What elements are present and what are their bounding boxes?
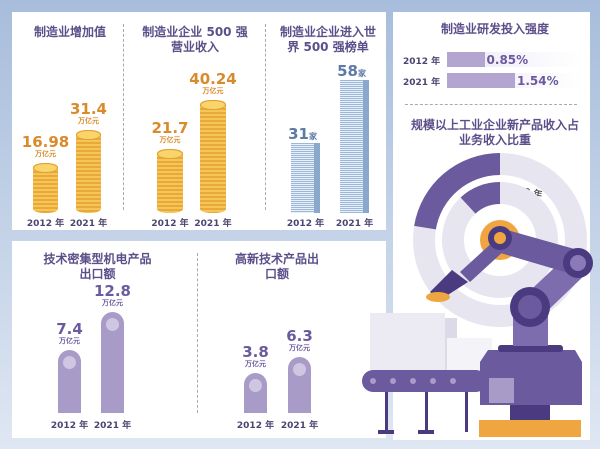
unit: 万亿元 [102,299,123,308]
bar [33,163,58,213]
box [370,313,445,370]
x-tick-label: 2021 年 [194,219,232,229]
data-label: 40.24 万亿元 [183,71,243,95]
x-tick-label: 2021 年 [280,421,319,431]
data-label: 31家 [273,126,333,142]
x-tick-label: 2012 年 [50,421,89,431]
unit: 万亿元 [35,150,56,159]
chart-title: 制造业研发投入强度 [440,22,549,36]
data-label: 21.7 万亿元 [140,120,200,144]
chart-title: 高新技术产品出口额 [234,252,319,281]
value: 31 [288,124,309,143]
unit: 家 [308,131,317,141]
part [426,292,450,302]
unit: 万亿元 [245,359,266,368]
divider [405,104,577,105]
data-label: 3.8 万亿元 [226,344,286,368]
chart-title: 技术密集型机电产品出口额 [43,252,152,281]
data-label: 16.98 万亿元 [16,134,76,158]
value: 31.4 [69,100,107,119]
chart-title: 规模以上工业企业新产品收入占业务收入比重 [410,118,579,147]
data-label: 1.54% [517,74,559,88]
unit: 家 [357,68,366,78]
bar [288,356,311,413]
data-label: 6.3 万亿元 [270,328,330,352]
conveyor [362,370,487,392]
divider [123,24,124,210]
ring-segment [460,181,500,214]
bar [157,149,183,213]
data-label: 0.85% [486,53,529,67]
bar [340,79,369,213]
chart-title: 制造业企业 500 强营业收入 [142,25,248,54]
x-tick-label: 2021 年 [93,421,132,431]
bar [76,130,101,213]
top-left-panel [12,12,386,230]
value: 16.98 [21,133,70,152]
chart-title: 制造业企业进入世界 500 强榜单 [279,25,376,54]
x-tick-label: 2021 年 [335,219,374,229]
unit: 万亿元 [59,337,80,346]
value: 58 [337,61,358,80]
chart-title: 制造业增加值 [33,25,106,39]
bar [58,350,81,413]
bar [101,312,124,413]
bar-track [447,52,582,67]
divider [197,253,198,413]
fore-arm [497,228,578,275]
data-label: 12.8 万亿元 [83,283,143,307]
x-tick-label: 2012 年 [286,219,325,229]
y-tick-label: 2012 年 [403,57,441,67]
unit: 万亿元 [202,87,224,96]
value: 6.3 [286,326,313,345]
unit: 万亿元 [159,136,181,144]
bar [244,372,267,413]
divider [265,24,266,210]
bar [200,100,226,213]
data-label: 58家 [322,63,382,79]
value: 7.4 [56,320,83,339]
x-tick-label: 2012 年 [151,219,189,229]
x-tick-label: 2012 年 [26,219,65,229]
data-label: 7.4 万亿元 [40,321,100,345]
value: 3.8 [242,342,269,361]
bar [291,142,320,213]
value: 21.7 [151,119,189,137]
unit: 万亿元 [78,117,99,126]
pallet [479,420,581,437]
y-tick-label: 2021 年 [403,78,441,88]
data-label: 31.4 万亿元 [59,101,119,125]
bar [447,52,485,67]
ring-segment [414,153,500,230]
bar-track [447,73,582,88]
value: 40.24 [189,70,237,89]
x-tick-label: 2021 年 [69,219,108,229]
unit: 万亿元 [289,343,310,352]
value: 12.8 [93,282,131,301]
bar [447,73,515,88]
x-tick-label: 2012 年 [236,421,275,431]
